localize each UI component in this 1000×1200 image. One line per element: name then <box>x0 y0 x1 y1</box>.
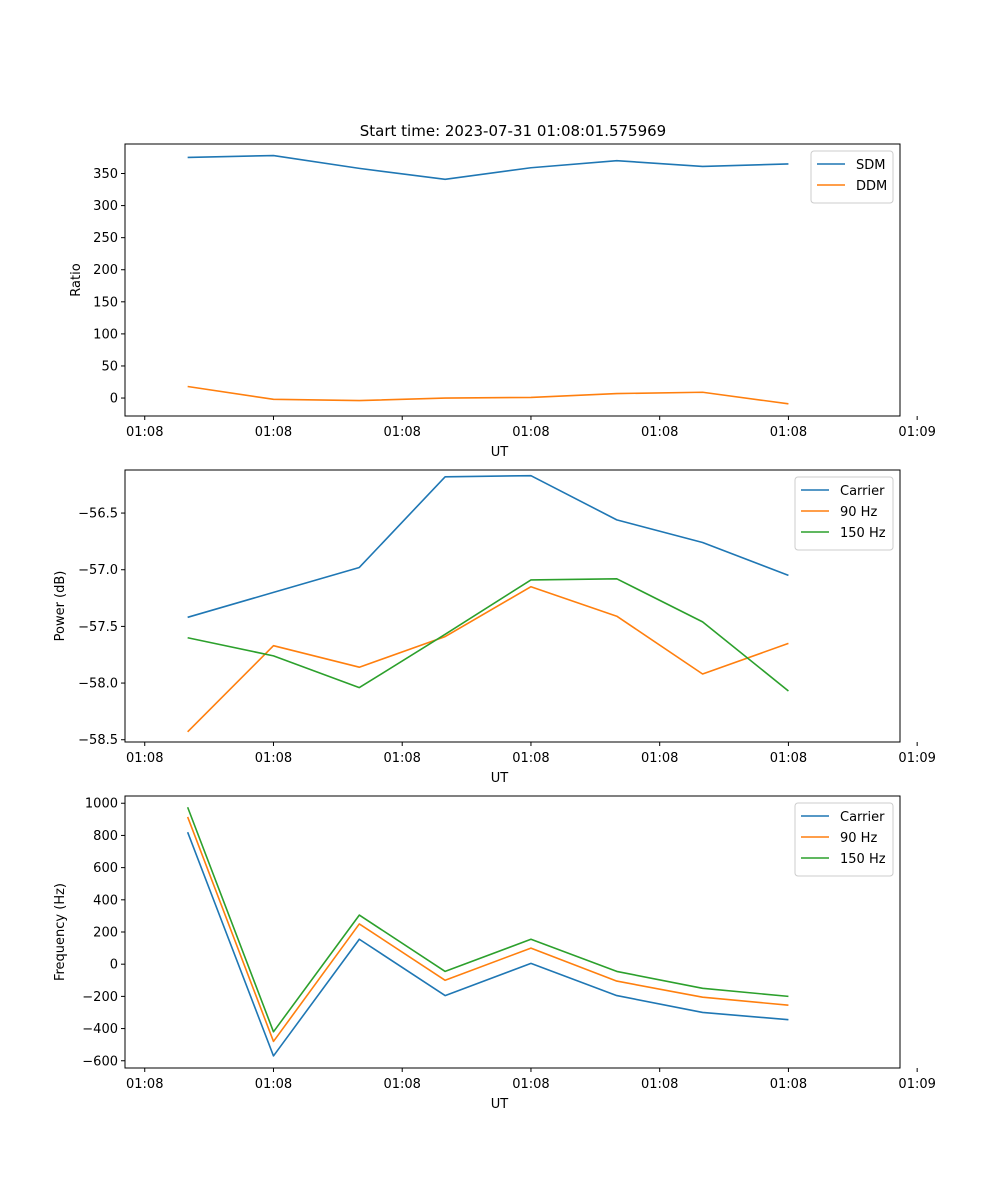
y-tick-label: −200 <box>82 990 118 1005</box>
x-tick-label: 01:08 <box>770 425 807 440</box>
y-tick-label: 1000 <box>85 797 118 812</box>
x-tick-label: 01:08 <box>126 751 163 766</box>
x-tick-label: 01:09 <box>898 751 935 766</box>
x-tick-label: 01:08 <box>383 1077 420 1092</box>
y-tick-label: 300 <box>93 199 118 214</box>
legend: SDM DDM <box>810 150 894 204</box>
y-tick-label: −600 <box>82 1054 118 1069</box>
axes-frame <box>124 469 901 743</box>
y-tick-label: −400 <box>82 1022 118 1037</box>
y-tick-label: 100 <box>93 327 118 342</box>
legend-label: 90 Hz <box>840 831 877 846</box>
x-axis-label: UT <box>491 771 509 786</box>
y-tick-label: −58.0 <box>78 677 118 692</box>
series-line-carrier <box>187 474 789 619</box>
y-tick-label: 50 <box>101 359 118 374</box>
y-tick-label: 0 <box>110 392 118 407</box>
legend-label: 150 Hz <box>840 852 886 867</box>
figure-title: Start time: 2023-07-31 01:08:01.575969 <box>360 122 666 140</box>
series-line-ddm <box>187 385 789 405</box>
x-tick-label: 01:09 <box>898 425 935 440</box>
x-tick-label: 01:08 <box>255 751 292 766</box>
legend-label: SDM <box>856 158 885 173</box>
axes-frame <box>124 143 901 417</box>
x-tick-label: 01:08 <box>641 1077 678 1092</box>
y-tick-label: 150 <box>93 295 118 310</box>
x-tick-label: 01:08 <box>641 751 678 766</box>
legend-label: DDM <box>856 179 887 194</box>
y-tick-label: 0 <box>110 958 118 973</box>
series-line-carrier <box>186 831 789 1057</box>
x-axis-label: UT <box>491 1097 509 1112</box>
legend-label: Carrier <box>840 810 885 825</box>
y-tick-label: −57.5 <box>78 620 118 635</box>
x-tick-label: 01:08 <box>383 751 420 766</box>
y-axis-label: Power (dB) <box>53 571 68 642</box>
y-tick-label: 800 <box>93 829 118 844</box>
x-tick-label: 01:08 <box>126 425 163 440</box>
x-tick-label: 01:08 <box>512 751 549 766</box>
x-tick-label: 01:08 <box>255 1077 292 1092</box>
y-axis-label: Ratio <box>69 263 84 296</box>
x-tick-label: 01:08 <box>383 425 420 440</box>
y-axis-label: Frequency (Hz) <box>53 883 68 981</box>
series-line-sdm <box>187 154 789 181</box>
legend-label: Carrier <box>840 484 885 499</box>
series-line-150-hz <box>187 577 789 692</box>
x-tick-label: 01:09 <box>898 1077 935 1092</box>
y-tick-label: −58.5 <box>78 733 118 748</box>
series-line-90-hz <box>186 816 789 1043</box>
charts-container: 01:08 01:08 01:08 01:08 01:08 01:08 01:09 0 50 10… <box>53 143 936 1112</box>
y-tick-label: −57.0 <box>78 563 118 578</box>
chart-panel-3: 01:08 01:08 01:08 01:08 01:08 01:08 01:09 −600 −… <box>53 795 936 1112</box>
y-tick-label: 200 <box>93 263 118 278</box>
x-tick-label: 01:08 <box>512 425 549 440</box>
series-line-150-hz <box>186 806 789 1033</box>
x-tick-label: 01:08 <box>255 425 292 440</box>
x-tick-label: 01:08 <box>770 1077 807 1092</box>
legend: Carrier 90 Hz 150 Hz <box>794 476 894 551</box>
x-tick-label: 01:08 <box>770 751 807 766</box>
y-tick-label: 600 <box>93 861 118 876</box>
y-tick-label: 350 <box>93 167 118 182</box>
x-tick-label: 01:08 <box>512 1077 549 1092</box>
x-tick-label: 01:08 <box>641 425 678 440</box>
y-tick-label: 200 <box>93 926 118 941</box>
y-tick-label: 400 <box>93 893 118 908</box>
legend: Carrier 90 Hz 150 Hz <box>794 802 894 877</box>
y-tick-label: 250 <box>93 231 118 246</box>
x-axis-label: UT <box>491 445 509 460</box>
chart-panel-2: 01:08 01:08 01:08 01:08 01:08 01:08 01:09 −58.5… <box>53 469 936 786</box>
y-tick-label: −56.5 <box>78 507 118 522</box>
series-line-90-hz <box>187 585 789 733</box>
legend-label: 150 Hz <box>840 526 886 541</box>
legend-label: 90 Hz <box>840 505 877 520</box>
x-tick-label: 01:08 <box>126 1077 163 1092</box>
chart-panel-1: 01:08 01:08 01:08 01:08 01:08 01:08 01:09 0 50 10… <box>69 143 936 460</box>
